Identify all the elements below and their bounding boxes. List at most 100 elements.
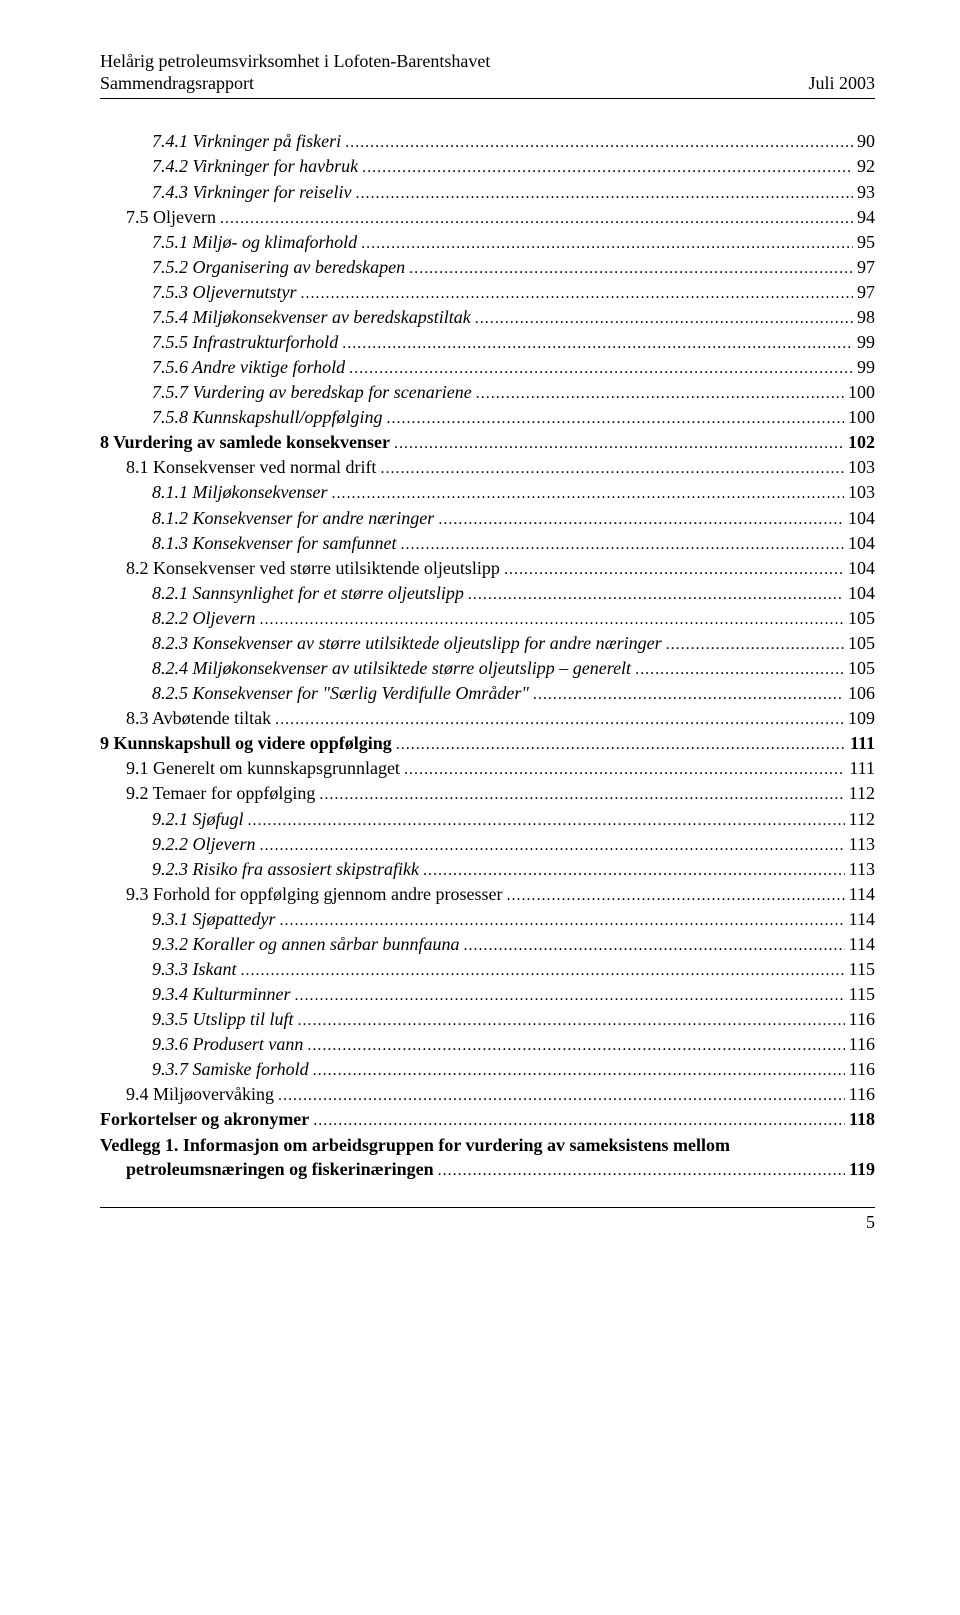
toc-page: 115 bbox=[849, 982, 875, 1007]
header-rule bbox=[100, 98, 875, 99]
toc-entry: 9.3.7 Samiske forhold116 bbox=[100, 1057, 875, 1082]
toc-leader bbox=[331, 480, 844, 505]
header-right: Juli 2003 bbox=[808, 73, 875, 94]
toc-leader bbox=[259, 832, 844, 857]
toc-leader bbox=[295, 982, 845, 1007]
toc-label: 9.3.2 Koraller og annen sårbar bunnfauna bbox=[152, 932, 460, 957]
toc-page: 95 bbox=[857, 230, 875, 255]
table-of-contents: 7.4.1 Virkninger på fiskeri907.4.2 Virkn… bbox=[100, 129, 875, 1182]
toc-entry: petroleumsnæringen og fiskerinæringen 119 bbox=[100, 1157, 875, 1182]
toc-entry: 8.2 Konsekvenser ved større utilsiktende… bbox=[100, 556, 875, 581]
toc-entry: 7.4.1 Virkninger på fiskeri90 bbox=[100, 129, 875, 154]
toc-label: 7.5.4 Miljøkonsekvenser av beredskapstil… bbox=[152, 305, 471, 330]
toc-leader bbox=[380, 455, 844, 480]
header-line2: Sammendragsrapport Juli 2003 bbox=[100, 73, 875, 94]
toc-label: 7.5.1 Miljø- og klimaforhold bbox=[152, 230, 357, 255]
toc-leader bbox=[533, 681, 844, 706]
toc-page: 103 bbox=[848, 480, 875, 505]
toc-page: 104 bbox=[848, 556, 875, 581]
toc-label: 8.2.5 Konsekvenser for "Særlig Verdifull… bbox=[152, 681, 529, 706]
toc-page: 113 bbox=[849, 832, 875, 857]
toc-label: petroleumsnæringen og fiskerinæringen bbox=[126, 1157, 434, 1182]
toc-leader bbox=[241, 957, 845, 982]
toc-entry: 8.2.1 Sannsynlighet for et større oljeut… bbox=[100, 581, 875, 606]
page-number: 5 bbox=[100, 1212, 875, 1233]
toc-page: 111 bbox=[849, 756, 875, 781]
toc-label: 7.5.8 Kunnskapshull/oppfølging bbox=[152, 405, 383, 430]
toc-label: 9.3.7 Samiske forhold bbox=[152, 1057, 309, 1082]
toc-page: 113 bbox=[849, 857, 875, 882]
toc-label: 8.2.3 Konsekvenser av større utilsiktede… bbox=[152, 631, 662, 656]
toc-page: 94 bbox=[857, 205, 875, 230]
toc-entry: 7.5.4 Miljøkonsekvenser av beredskapstil… bbox=[100, 305, 875, 330]
toc-entry: 9.3.5 Utslipp til luft116 bbox=[100, 1007, 875, 1032]
toc-page: 90 bbox=[857, 129, 875, 154]
toc-label: 8.1.2 Konsekvenser for andre næringer bbox=[152, 506, 434, 531]
toc-label: 9.2.3 Risiko fra assosiert skipstrafikk bbox=[152, 857, 419, 882]
toc-leader bbox=[476, 380, 844, 405]
toc-entry: 7.4.3 Virkninger for reiseliv93 bbox=[100, 180, 875, 205]
toc-leader bbox=[394, 430, 844, 455]
toc-page: 118 bbox=[849, 1107, 875, 1132]
toc-page: 104 bbox=[848, 506, 875, 531]
toc-page: 100 bbox=[848, 405, 875, 430]
toc-entry: 7.5.5 Infrastrukturforhold 99 bbox=[100, 330, 875, 355]
toc-label: 8 Vurdering av samlede konsekvenser bbox=[100, 430, 390, 455]
toc-page: 106 bbox=[848, 681, 875, 706]
toc-entry: 8.1 Konsekvenser ved normal drift103 bbox=[100, 455, 875, 480]
toc-page: 114 bbox=[849, 882, 875, 907]
footer-rule bbox=[100, 1207, 875, 1208]
toc-leader bbox=[404, 756, 845, 781]
toc-label: 7.5 Oljevern bbox=[126, 205, 216, 230]
toc-label: 7.5.5 Infrastrukturforhold bbox=[152, 330, 338, 355]
toc-page: 99 bbox=[857, 330, 875, 355]
toc-entry: 7.4.2 Virkninger for havbruk92 bbox=[100, 154, 875, 179]
toc-leader bbox=[666, 631, 844, 656]
toc-page: 116 bbox=[849, 1007, 875, 1032]
toc-entry: 7.5.2 Organisering av beredskapen97 bbox=[100, 255, 875, 280]
toc-page: 114 bbox=[849, 932, 875, 957]
toc-page: 104 bbox=[848, 531, 875, 556]
toc-page: 112 bbox=[849, 781, 875, 806]
toc-leader bbox=[280, 907, 845, 932]
toc-label: 8.3 Avbøtende tiltak bbox=[126, 706, 271, 731]
toc-entry: 9.3.2 Koraller og annen sårbar bunnfauna… bbox=[100, 932, 875, 957]
toc-page: 116 bbox=[849, 1032, 875, 1057]
toc-entry: 8.2.3 Konsekvenser av større utilsiktede… bbox=[100, 631, 875, 656]
toc-entry: 9.3.3 Iskant 115 bbox=[100, 957, 875, 982]
toc-label: 8.2.1 Sannsynlighet for et større oljeut… bbox=[152, 581, 464, 606]
toc-page: 105 bbox=[848, 656, 875, 681]
toc-leader bbox=[345, 129, 853, 154]
toc-leader bbox=[387, 405, 844, 430]
toc-page: 103 bbox=[848, 455, 875, 480]
toc-page: 119 bbox=[849, 1157, 875, 1182]
toc-leader bbox=[342, 330, 853, 355]
toc-label: 8.2 Konsekvenser ved større utilsiktende… bbox=[126, 556, 500, 581]
header-line1: Helårig petroleumsvirksomhet i Lofoten-B… bbox=[100, 50, 875, 73]
toc-label: 7.4.3 Virkninger for reiseliv bbox=[152, 180, 351, 205]
toc-label: 7.5.2 Organisering av beredskapen bbox=[152, 255, 405, 280]
toc-leader bbox=[298, 1007, 845, 1032]
toc-leader bbox=[464, 932, 845, 957]
toc-leader bbox=[313, 1057, 845, 1082]
toc-entry: 9.3.6 Produsert vann116 bbox=[100, 1032, 875, 1057]
toc-entry: 7.5 Oljevern 94 bbox=[100, 205, 875, 230]
toc-page: 99 bbox=[857, 355, 875, 380]
toc-page: 105 bbox=[848, 606, 875, 631]
toc-entry: 9.4 Miljøovervåking116 bbox=[100, 1082, 875, 1107]
toc-page: 100 bbox=[848, 380, 875, 405]
toc-entry: 8.1.3 Konsekvenser for samfunnet104 bbox=[100, 531, 875, 556]
toc-entry: 8.2.5 Konsekvenser for "Særlig Verdifull… bbox=[100, 681, 875, 706]
toc-label: 7.5.7 Vurdering av beredskap for scenari… bbox=[152, 380, 472, 405]
toc-label: 9.2 Temaer for oppfølging bbox=[126, 781, 315, 806]
toc-entry: Forkortelser og akronymer118 bbox=[100, 1107, 875, 1132]
toc-leader bbox=[361, 230, 853, 255]
toc-label: 9.3.4 Kulturminner bbox=[152, 982, 291, 1007]
toc-entry: 9.2.1 Sjøfugl112 bbox=[100, 807, 875, 832]
toc-entry: 7.5.1 Miljø- og klimaforhold 95 bbox=[100, 230, 875, 255]
toc-entry: 9 Kunnskapshull og videre oppfølging111 bbox=[100, 731, 875, 756]
toc-entry: 8.2.2 Oljevern105 bbox=[100, 606, 875, 631]
toc-entry: 7.5.7 Vurdering av beredskap for scenari… bbox=[100, 380, 875, 405]
toc-leader bbox=[504, 556, 844, 581]
toc-leader bbox=[362, 154, 853, 179]
